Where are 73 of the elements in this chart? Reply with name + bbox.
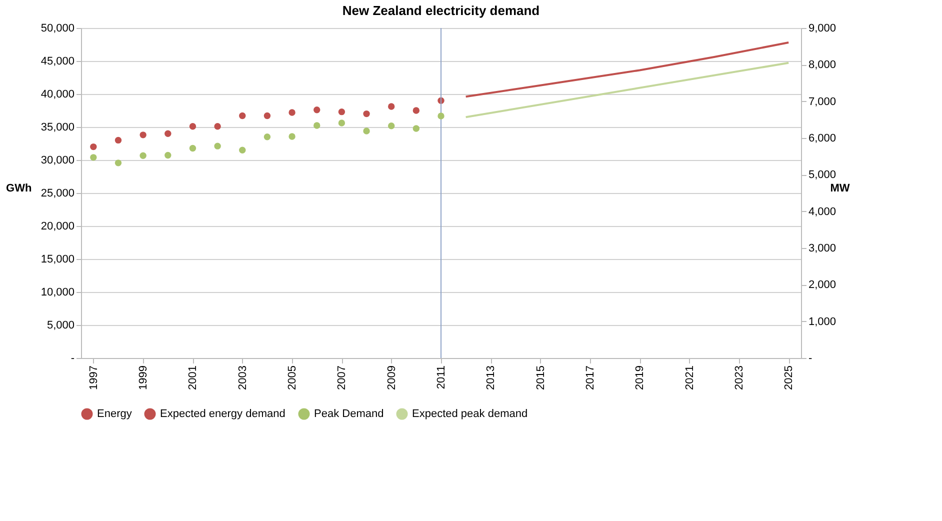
- point: [140, 132, 146, 138]
- y-tick-label: 50,000: [40, 22, 74, 34]
- x-tick-label: 2005: [286, 366, 299, 390]
- legend-label: Peak Demand: [314, 408, 384, 420]
- point: [363, 128, 370, 134]
- point: [239, 112, 246, 120]
- point: [214, 122, 221, 130]
- y2-tick-label: 7,000: [808, 96, 836, 108]
- x-tick-label: 2023: [733, 366, 746, 390]
- y-tick-label: 10,000: [40, 286, 74, 298]
- y2-tick-label: 5,000: [808, 169, 836, 182]
- y2-tick-label: 1,000: [808, 316, 836, 328]
- line-series: [464, 42, 790, 98]
- point: [239, 146, 246, 154]
- point: [90, 143, 97, 150]
- point: [164, 130, 172, 137]
- point: [363, 110, 370, 118]
- y2-tick-label: -: [808, 352, 812, 364]
- x-tick-label: 2021: [684, 366, 696, 390]
- point: [412, 125, 420, 132]
- y-tick-label: 20,000: [40, 220, 74, 232]
- point: [140, 152, 146, 159]
- point: [288, 109, 296, 116]
- y-tick-label: -: [70, 352, 75, 364]
- legend-label: Expected energy demand: [160, 408, 286, 420]
- y2-tick-label: 6,000: [808, 132, 836, 144]
- legend-label: Expected peak demand: [412, 408, 528, 420]
- legend-label: Energy: [97, 408, 132, 420]
- x-tick-label: 2013: [485, 366, 498, 390]
- y2-axis-title: MW: [830, 182, 850, 194]
- point: [189, 144, 196, 152]
- x-tick-label: 2019: [634, 366, 646, 390]
- x-tick-label: 2007: [336, 366, 348, 390]
- point: [264, 112, 271, 120]
- y2-tick-label: 9,000: [808, 22, 836, 34]
- x-tick-label: 1999: [138, 366, 150, 390]
- x-tick-label: 1997: [88, 366, 100, 390]
- x-tick-label: 2025: [783, 366, 796, 390]
- y-tick-label: 30,000: [40, 154, 74, 166]
- point: [214, 142, 221, 150]
- y-tick-label: 35,000: [40, 122, 74, 134]
- point: [90, 154, 97, 161]
- y-axis-title: GWh: [6, 182, 32, 194]
- point: [314, 122, 320, 129]
- point: [314, 106, 320, 114]
- x-tick-label: 2001: [187, 366, 200, 390]
- point: [338, 120, 346, 126]
- y-tick-label: 25,000: [40, 188, 74, 200]
- point: [189, 122, 196, 130]
- y2-tick-label: 8,000: [808, 59, 836, 72]
- y2-tick-label: 4,000: [808, 206, 836, 218]
- point: [338, 108, 346, 116]
- x-tick-label: 2009: [386, 366, 398, 390]
- point: [438, 112, 444, 120]
- chart-title: New Zealand electricity demand: [342, 3, 540, 18]
- x-tick-label: 2015: [534, 366, 547, 390]
- y-tick-label: 45,000: [40, 56, 74, 68]
- y-tick-label: 5,000: [46, 320, 74, 332]
- point: [114, 136, 122, 144]
- y2-tick-label: 2,000: [808, 279, 836, 292]
- y2-tick-label: 3,000: [808, 242, 836, 254]
- point: [264, 134, 271, 140]
- point: [164, 152, 172, 159]
- point: [288, 133, 296, 140]
- y-tick-label: 15,000: [40, 254, 74, 266]
- point: [388, 103, 395, 110]
- x-tick-label: 2017: [584, 366, 596, 390]
- x-tick-label: 2003: [236, 366, 249, 390]
- point: [412, 107, 420, 114]
- point: [388, 122, 395, 130]
- point: [114, 160, 122, 166]
- x-tick-label: 2011: [436, 366, 448, 390]
- y-tick-label: 40,000: [40, 88, 74, 100]
